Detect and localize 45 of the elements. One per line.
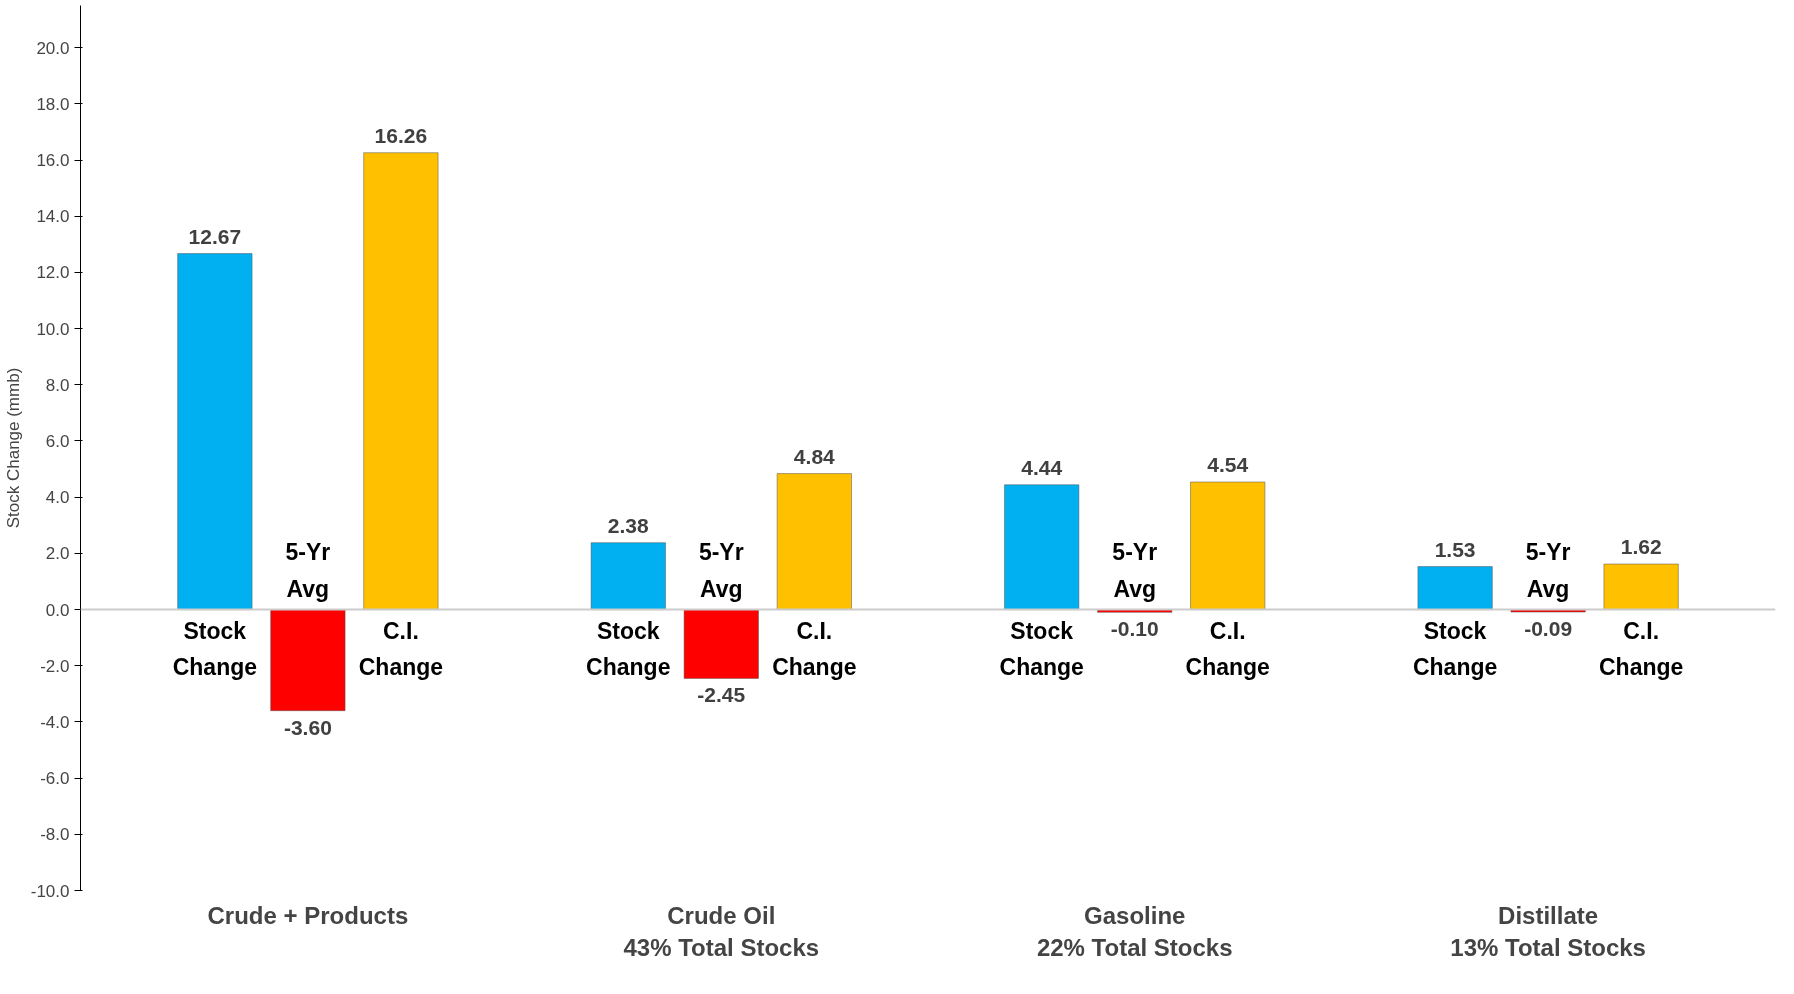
data-label: -0.09 [1524, 617, 1573, 641]
text: C.I. Change [1598, 617, 1684, 680]
x-tick-label: Crude Oil 43% Total Stocks [623, 901, 820, 961]
data-label: 1.62 [1620, 535, 1662, 559]
data-label: 4.44 [1021, 455, 1063, 479]
y-tick-label: -4.0 [40, 712, 70, 732]
series-label: 5-Yr Avg [285, 539, 331, 602]
data-label: 4.54 [1207, 453, 1249, 476]
y-tick-label: 20.0 [36, 38, 70, 58]
series-label: C.I. Change [358, 617, 444, 680]
data-label: -2.45 [697, 683, 746, 707]
y-axis-title: Stock Change (mmb) [3, 367, 23, 529]
y-tick-label: 0.0 [45, 600, 70, 620]
y-tick-label: 14.0 [36, 207, 70, 227]
y-tick-label: 16.0 [36, 151, 70, 171]
y-tick-label: 18.0 [36, 94, 70, 114]
y-tick-label: -8.0 [40, 825, 70, 845]
y-tick-label: 10.0 [36, 319, 70, 339]
x-tick-label: Gasoline 22% Total Stocks [1036, 901, 1233, 961]
y-tick-label: 4.0 [45, 488, 70, 508]
data-label: -0.10 [1110, 617, 1159, 641]
data-label: 12.67 [188, 224, 242, 248]
data-label: 16.26 [374, 123, 428, 147]
x-tick-label: Distillate 13% Total Stocks [1450, 901, 1646, 961]
data-label: -3.60 [283, 715, 332, 739]
y-tick-label: -10.0 [30, 881, 70, 901]
text: C.I. Change [1185, 617, 1270, 680]
y-tick-label: 2.0 [45, 544, 70, 564]
y-tick-label: 8.0 [45, 375, 70, 395]
series-label: Stock Change [999, 617, 1084, 680]
text: 5-Yr Avg [1112, 539, 1158, 602]
data-label: 4.84 [793, 444, 836, 468]
text: Stock Change [586, 617, 671, 680]
x-tick-label: Crude + Products [207, 901, 409, 929]
text: 5-Yr Avg [698, 539, 744, 602]
text: Stock Change [172, 617, 258, 680]
text: 5-Yr Avg [1525, 539, 1571, 602]
y-tick-label: -6.0 [40, 769, 70, 789]
y-tick-label: 12.0 [36, 263, 70, 283]
text: Stock Change [1412, 617, 1498, 680]
data-label: 1.53 [1434, 537, 1476, 561]
y-tick-label: 6.0 [45, 431, 70, 451]
text: C.I. Change [772, 617, 857, 680]
y-tick-label: -2.0 [40, 656, 70, 676]
data-label: 2.38 [607, 513, 650, 537]
